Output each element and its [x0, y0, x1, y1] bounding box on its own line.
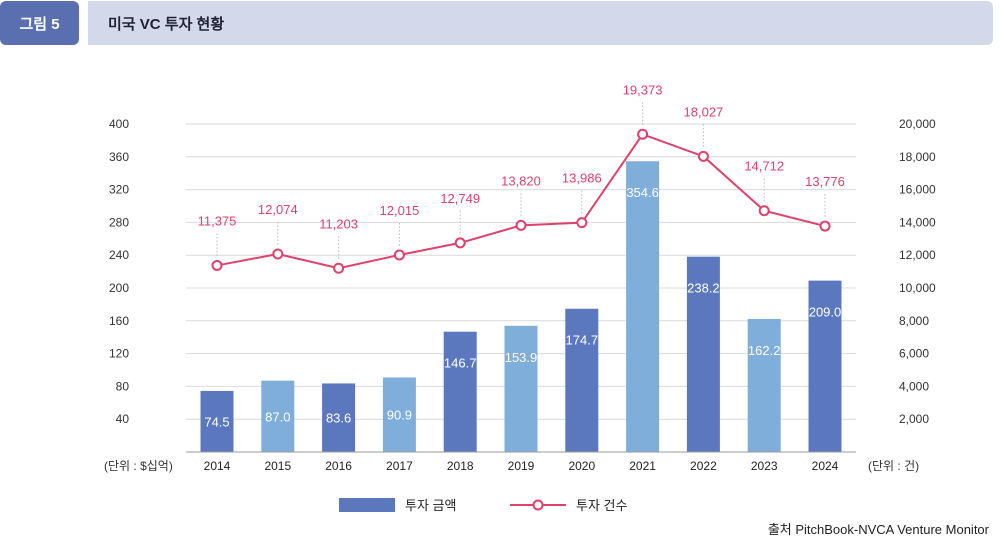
x-tick-label: 2015 [264, 459, 291, 473]
y-left-tick-label: 240 [109, 248, 129, 262]
line-point [637, 128, 649, 140]
line-point [697, 150, 709, 162]
bar-investment-amount [747, 318, 781, 452]
y-left-tick-label: 80 [116, 379, 130, 393]
line-value-label: 12,074 [258, 202, 298, 217]
bar-investment-amount [261, 380, 295, 452]
y-left-tick-label: 200 [109, 281, 129, 295]
legend-line-label: 투자 건수 [576, 498, 627, 513]
figure-number-badge: 그림 5 [0, 1, 79, 45]
line-value-label: 13,820 [501, 173, 541, 188]
bar-investment-amount [626, 161, 660, 452]
x-tick-label: 2022 [690, 459, 717, 473]
y-right-tick-label: 16,000 [899, 183, 936, 197]
line-value-label: 13,986 [562, 171, 602, 186]
x-tick-label: 2017 [386, 459, 413, 473]
y-left-tick-label: 120 [109, 347, 129, 361]
bar-investment-amount [322, 383, 356, 452]
bar-value-label: 354.6 [626, 185, 659, 200]
y-left-tick-label: 360 [109, 150, 129, 164]
line-value-label: 12,015 [380, 203, 420, 218]
bar-value-label: 87.0 [265, 409, 290, 424]
figure-title: 미국 VC 투자 현황 [108, 15, 225, 33]
y-right-tick-label: 4,000 [899, 379, 929, 393]
bar-value-label: 90.9 [387, 408, 412, 423]
y-right-tick-label: 18,000 [899, 150, 936, 164]
y-left-unit-label: (단위 : $십억) [104, 459, 173, 473]
x-tick-label: 2020 [568, 459, 595, 473]
y-right-tick-label: 14,000 [899, 215, 936, 229]
line-point [454, 237, 466, 249]
x-tick-label: 2018 [447, 459, 474, 473]
figure-header: 그림 5 미국 VC 투자 현황 [0, 0, 999, 46]
bar-value-label: 238.2 [687, 281, 720, 296]
line-point [272, 248, 284, 260]
x-tick-label: 2014 [204, 459, 231, 473]
x-tick-label: 2019 [508, 459, 535, 473]
x-tick-label: 2023 [751, 459, 778, 473]
x-tick-label: 2021 [629, 459, 656, 473]
line-value-label: 14,712 [744, 159, 784, 174]
line-value-label: 18,027 [684, 104, 724, 119]
bar-value-label: 153.9 [505, 350, 538, 365]
bar-value-label: 209.0 [809, 305, 842, 320]
line-point [211, 259, 223, 271]
x-tick-label: 2024 [812, 459, 839, 473]
y-right-tick-label: 12,000 [899, 248, 936, 262]
line-value-label: 11,203 [319, 216, 358, 231]
y-right-unit-label: (단위 : 건) [868, 459, 919, 473]
y-right-tick-label: 10,000 [899, 281, 936, 295]
bar-value-label: 83.6 [326, 411, 351, 426]
line-point [576, 217, 588, 229]
legend-bar-swatch [339, 498, 395, 512]
line-value-label: 12,749 [440, 191, 480, 206]
y-left-tick-label: 280 [109, 215, 129, 229]
y-left-tick-label: 40 [116, 412, 130, 426]
bar-investment-amount [443, 331, 477, 452]
y-right-tick-label: 2,000 [899, 412, 929, 426]
bar-value-label: 74.5 [204, 414, 229, 429]
line-value-label: 13,776 [805, 174, 845, 189]
line-point [393, 249, 405, 261]
bar-value-label: 146.7 [444, 356, 477, 371]
bar-investment-amount [200, 390, 234, 452]
bar-investment-amount [565, 308, 599, 452]
line-point [333, 262, 345, 274]
y-right-tick-label: 20,000 [899, 117, 936, 131]
y-left-tick-label: 320 [109, 183, 129, 197]
y-left-tick-label: 400 [109, 117, 129, 131]
y-right-tick-label: 6,000 [899, 347, 929, 361]
bar-value-label: 162.2 [748, 343, 781, 358]
bar-investment-amount [686, 256, 720, 452]
line-value-label: 19,373 [623, 82, 663, 97]
line-value-label: 11,375 [198, 213, 237, 228]
bar-investment-amount [382, 377, 416, 452]
bar-value-label: 174.7 [566, 333, 599, 348]
line-point [819, 220, 831, 232]
y-left-tick-label: 160 [109, 314, 129, 328]
legend-bar-label: 투자 금액 [405, 498, 456, 513]
x-tick-label: 2016 [325, 459, 352, 473]
source-note: 출처 PitchBook-NVCA Venture Monitor [767, 522, 989, 537]
bar-investment-amount [808, 280, 842, 452]
figure-title-bar: 미국 VC 투자 현황 [88, 1, 993, 45]
line-point [515, 219, 527, 231]
legend-line-marker [532, 499, 544, 511]
line-point [758, 205, 770, 217]
y-right-tick-label: 8,000 [899, 314, 929, 328]
bar-investment-amount [504, 325, 538, 452]
